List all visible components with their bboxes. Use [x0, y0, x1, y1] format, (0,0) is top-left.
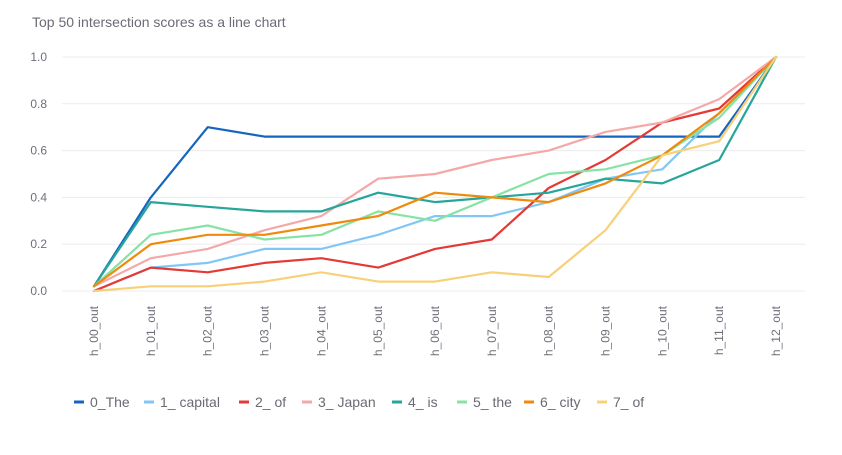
y-tick-label: 0.0 [30, 284, 47, 298]
legend-label: 7_ of [613, 394, 644, 410]
x-tick-label: h_08_out [542, 305, 556, 356]
x-tick-label: h_05_out [371, 305, 385, 356]
legend-label: 2_ of [255, 394, 286, 410]
chart-title: Top 50 intersection scores as a line cha… [32, 14, 286, 30]
series-line-6 [92, 55, 778, 288]
series-line-4 [92, 55, 778, 288]
series-line-5 [92, 55, 778, 288]
legend-label: 6_ city [540, 394, 580, 410]
x-tick-label: h_11_out [712, 305, 726, 355]
series-line-7 [92, 55, 778, 293]
x-tick-label: h_07_out [485, 305, 499, 356]
legend-label: 5_ the [473, 394, 512, 410]
legend-label: 1_ capital [160, 394, 220, 410]
y-tick-label: 1.0 [30, 50, 47, 64]
y-tick-label: 0.2 [30, 237, 47, 251]
x-tick-label: h_04_out [314, 305, 328, 356]
legend-label: 0_The [90, 394, 130, 410]
x-tick-label: h_03_out [258, 305, 272, 356]
series-line-1 [92, 55, 778, 293]
y-tick-label: 0.8 [30, 97, 47, 111]
legend-label: 3_ Japan [318, 394, 376, 410]
x-tick-label: h_06_out [428, 305, 442, 356]
y-tick-label: 0.4 [30, 190, 47, 204]
series-line-3 [92, 55, 778, 288]
x-tick-label: h_09_out [599, 305, 613, 356]
legend-label: 4_ is [408, 394, 438, 410]
x-tick-label: h_10_out [655, 305, 669, 356]
x-tick-label: h_02_out [201, 305, 215, 356]
x-tick-label: h_00_out [87, 305, 101, 356]
x-tick-label: h_01_out [144, 305, 158, 356]
x-tick-label: h_12_out [769, 305, 783, 356]
y-tick-label: 0.6 [30, 144, 47, 158]
series-line-0 [92, 55, 778, 288]
